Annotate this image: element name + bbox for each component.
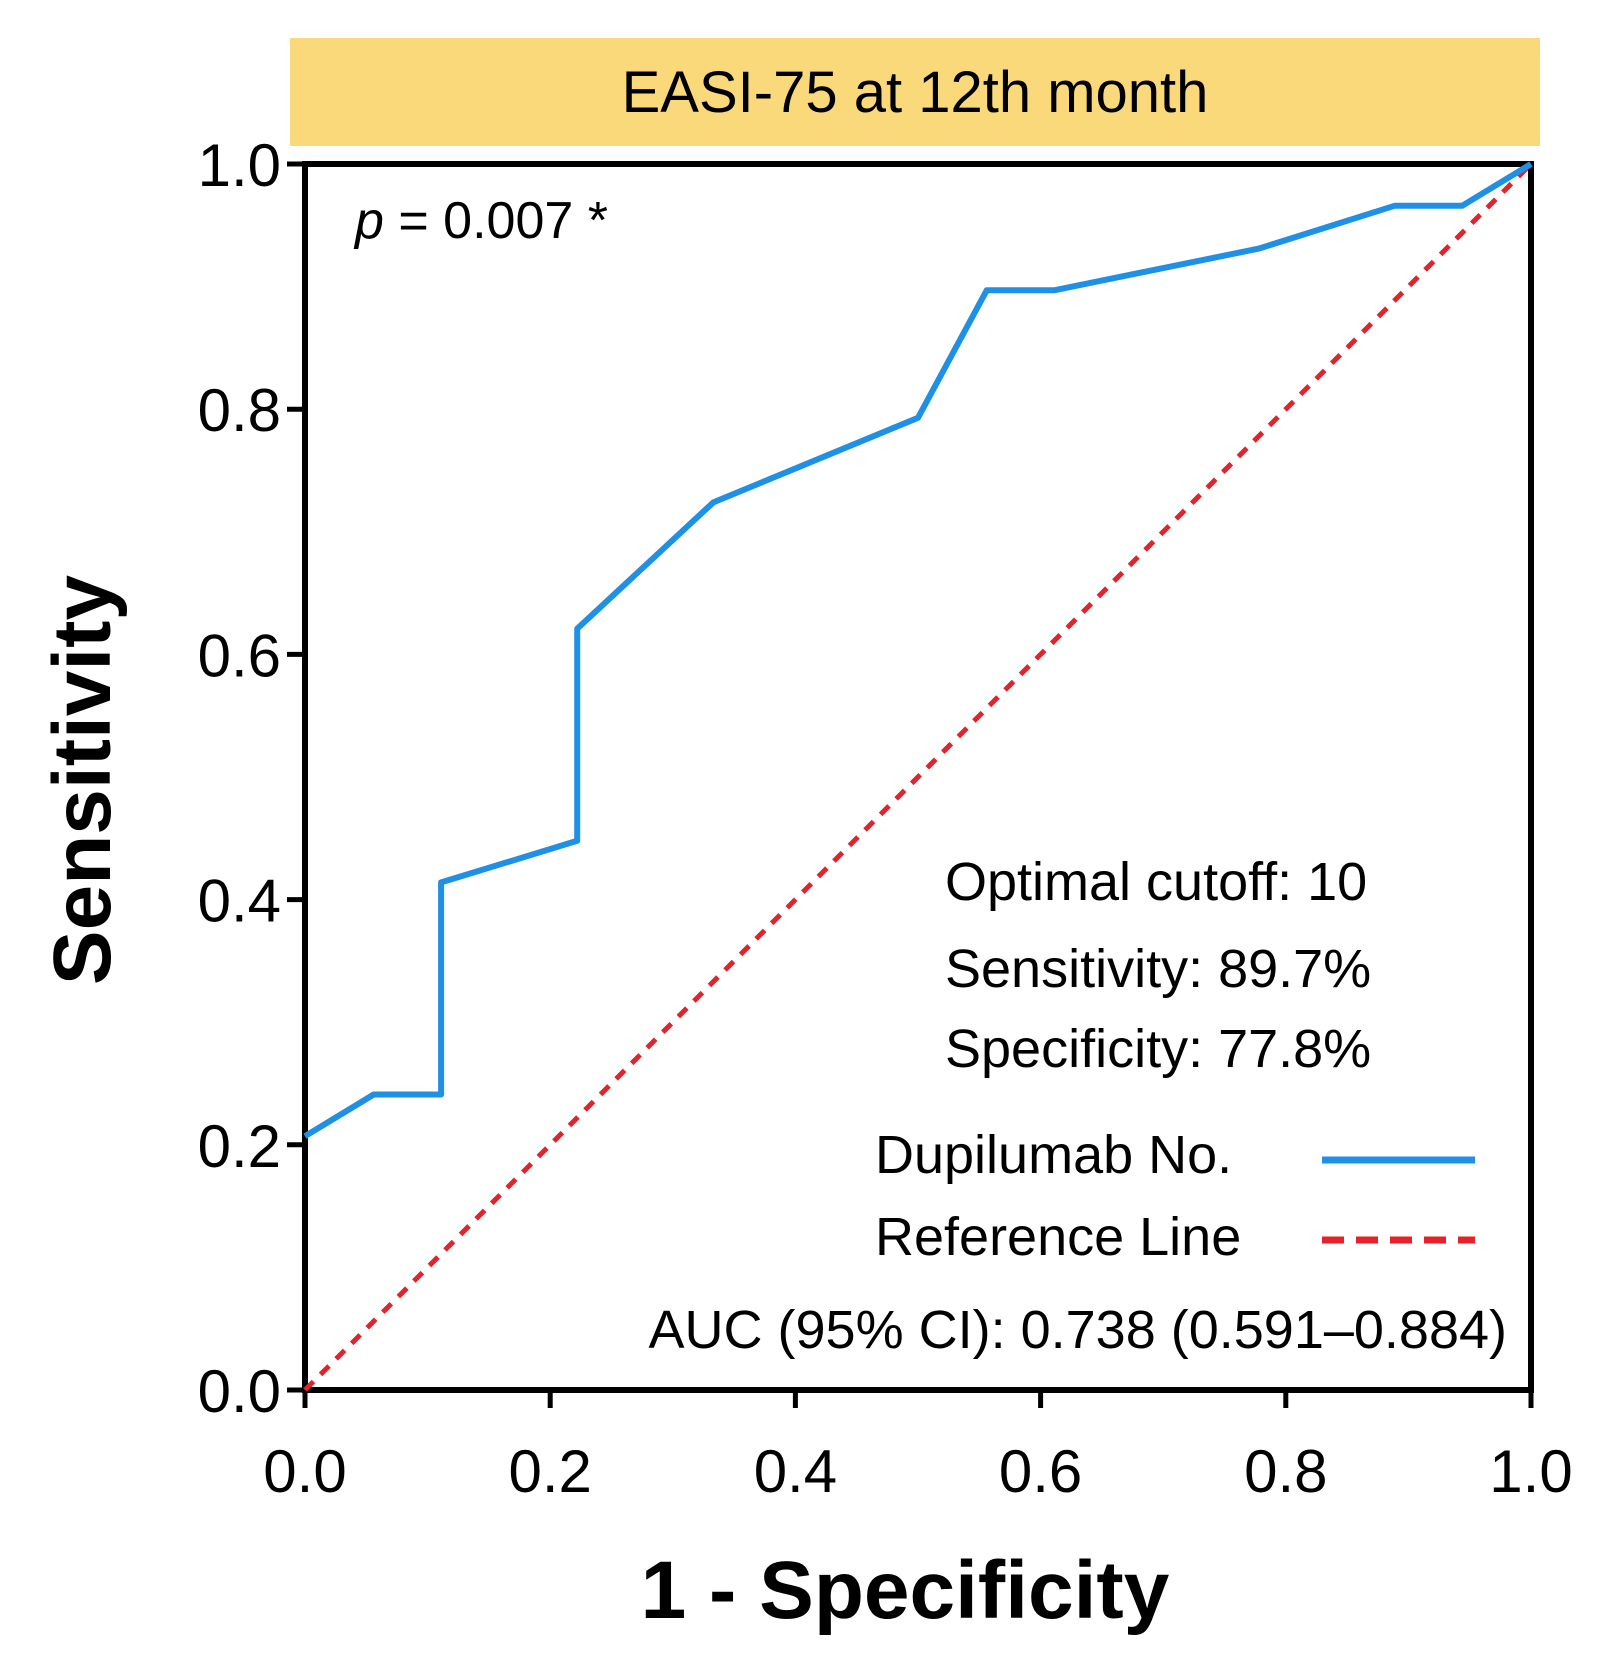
y-tick-label: 0.0 [198, 1358, 281, 1425]
y-axis-label: Sensitivity [37, 575, 128, 986]
legend-label-dupilumab: Dupilumab No. [875, 1125, 1232, 1185]
legend-label-reference: Reference Line [875, 1207, 1241, 1267]
auc-label: AUC (95% CI): 0.738 (0.591–0.884) [649, 1300, 1507, 1360]
title-banner [290, 38, 1540, 146]
y-tick-label: 0.8 [198, 377, 281, 444]
p-value-text: = 0.007 * [384, 192, 608, 250]
x-tick-label: 0.4 [754, 1438, 837, 1505]
p-value-symbol: p [353, 192, 384, 250]
x-tick-label: 0.6 [999, 1438, 1082, 1505]
x-axis-ticks: 0.0 0.2 0.4 0.6 0.8 1.0 [263, 1390, 1573, 1505]
x-axis-label: 1 - Specificity [641, 1545, 1170, 1636]
chart-title: EASI-75 at 12th month [622, 60, 1209, 125]
y-tick-label: 1.0 [198, 132, 281, 199]
y-axis-ticks: 0.0 0.2 0.4 0.6 0.8 1.0 [198, 132, 305, 1425]
y-tick-label: 0.2 [198, 1113, 281, 1180]
sensitivity-label: Sensitivity: 89.7% [945, 939, 1371, 999]
y-tick-label: 0.4 [198, 868, 281, 935]
x-tick-label: 0.8 [1244, 1438, 1327, 1505]
roc-curve-dupilumab [303, 161, 1533, 1139]
specificity-label: Specificity: 77.8% [945, 1019, 1371, 1079]
x-tick-label: 1.0 [1489, 1438, 1572, 1505]
x-tick-label: 0.2 [508, 1438, 591, 1505]
reference-line [303, 162, 1533, 1392]
series-layer [303, 161, 1533, 1392]
legend: Dupilumab No. Reference Line [875, 1125, 1475, 1267]
optimal-cutoff-label: Optimal cutoff: 10 [945, 852, 1367, 912]
y-tick-label: 0.6 [198, 622, 281, 689]
x-tick-label: 0.0 [263, 1438, 346, 1505]
p-value: p = 0.007 * [353, 192, 608, 250]
